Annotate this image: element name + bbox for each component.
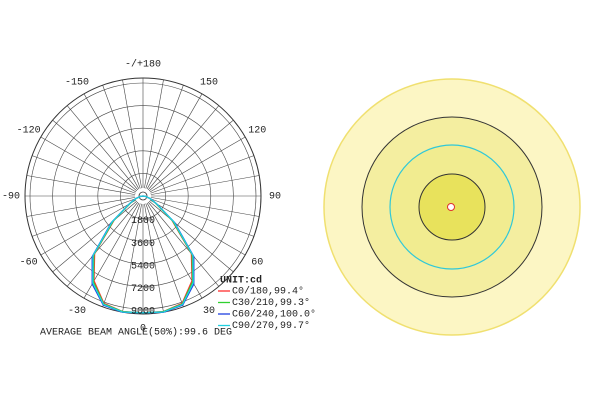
grid-ring: [97, 150, 189, 242]
isolux-diagram: [323, 78, 581, 336]
grid-spoke: [144, 79, 164, 189]
intensity-curve: [92, 195, 194, 314]
grid-ring: [74, 127, 212, 265]
grid-spoke: [66, 105, 139, 191]
grid-spoke: [149, 199, 246, 256]
grid-spoke: [148, 119, 234, 192]
grid-spoke: [145, 203, 184, 307]
center-point: [447, 203, 455, 211]
legend-label: C60/240,100.0°: [232, 309, 316, 321]
footer: AVERAGE BEAM ANGLE(50%):99.6 DEG: [40, 327, 232, 339]
grid-spoke: [40, 136, 137, 193]
r-tick-label: 9000: [131, 307, 155, 318]
grid-spoke: [102, 203, 141, 307]
grid-spoke: [146, 93, 203, 190]
grid-spoke: [122, 203, 142, 313]
grid-spoke: [150, 198, 254, 237]
outer-ring: [24, 77, 262, 315]
r-tick-label: 5400: [131, 261, 155, 272]
grid-spoke: [147, 105, 220, 191]
grid-spoke: [26, 175, 136, 195]
legend-label: C0/180,99.4°: [232, 286, 304, 298]
r-tick-label: 7200: [131, 284, 155, 295]
angle-tick-label: -150: [65, 77, 89, 88]
grid-spoke: [52, 200, 138, 273]
grid-spoke: [66, 201, 139, 287]
unit-label: UNIT:cd: [220, 275, 262, 287]
grid-ring: [120, 173, 166, 219]
angle-tick-label: 90: [269, 192, 281, 203]
grid-spoke: [32, 198, 136, 237]
angle-tick-label: -120: [17, 126, 41, 137]
grid-ring: [52, 105, 234, 287]
angle-tick-label: 150: [200, 77, 218, 88]
grid-spoke: [52, 119, 138, 192]
grid-spoke: [145, 85, 184, 189]
grid-spoke: [149, 136, 246, 193]
grid-spoke: [40, 199, 137, 256]
grid-spoke: [26, 197, 136, 217]
angle-tick-label: -/+180: [125, 59, 161, 71]
grid-spoke: [150, 155, 254, 194]
grid-spoke: [144, 203, 164, 313]
angle-tick-label: 30: [203, 306, 215, 317]
angle-tick-label: 60: [251, 258, 263, 269]
grid-spoke: [148, 200, 234, 273]
grid-spoke: [83, 93, 140, 190]
r-tick-label: 1800: [131, 216, 155, 227]
angle-tick-label: 120: [248, 126, 266, 137]
grid-spoke: [147, 201, 220, 287]
grid-spoke: [150, 175, 260, 195]
angle-tick-label: 0: [140, 324, 146, 335]
angle-tick-label: -30: [68, 306, 86, 317]
angle-tick-label: -90: [2, 192, 20, 203]
legend-label: C90/270,99.7°: [232, 320, 310, 332]
grid-spoke: [122, 79, 142, 189]
grid-spoke: [102, 85, 141, 189]
grid-spoke: [32, 155, 136, 194]
grid-spoke: [150, 197, 260, 217]
legend-label: C30/210,99.3°: [232, 297, 310, 309]
r-tick-label: 3600: [131, 239, 155, 250]
grid-ring: [29, 82, 257, 310]
angle-tick-label: -60: [20, 258, 38, 269]
